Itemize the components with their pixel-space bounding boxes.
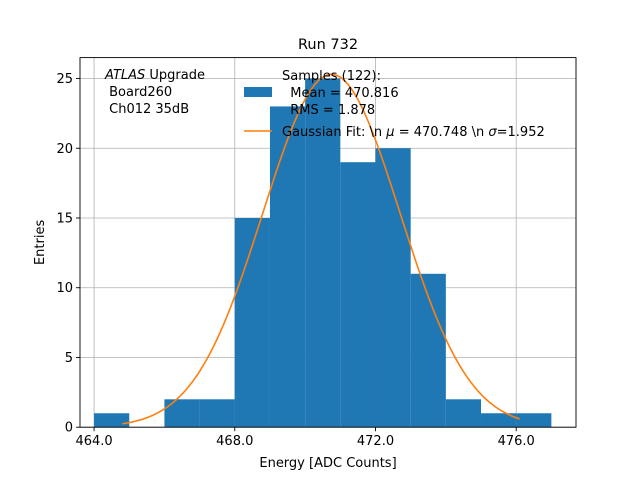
histogram-bar [234,217,270,428]
board-label: Board260 [105,85,172,100]
histogram-bar [305,78,341,428]
y-axis-label: Entries [33,220,48,266]
y-tick-label: 15 [56,211,73,226]
x-tick-label: 476.0 [498,434,535,449]
x-tick-label: 472.0 [357,434,394,449]
histogram-bars [94,78,552,428]
y-axis-ticks: 0 5 10 15 20 25 [56,72,80,436]
legend-fit-label: Gaussian Fit: \n μ = 470.748 \n σ=1.952 [282,125,545,140]
histogram-bar [375,148,411,428]
histogram-bar [410,273,446,428]
legend-fit-suffix: =1.952 [497,125,545,140]
histogram-bar [516,413,552,428]
legend-samples-mean: Mean = 470.816 [282,86,399,101]
atlas-annotation: ATLAS Upgrade Board260 Ch012 35dB [104,68,205,117]
y-tick-label: 0 [65,421,73,436]
gaussian-fit-curve [122,73,520,425]
legend-fit-mu: μ [385,125,394,140]
histogram-bar [269,106,306,428]
x-tick-label: 464.0 [75,434,112,449]
legend-fit-prefix: Gaussian Fit: \n [282,125,386,140]
x-axis-ticks: 464.0 468.0 472.0 476.0 [75,427,535,449]
chart-title: Run 732 [298,37,358,53]
legend-samples-rms: RMS = 1.878 [282,103,375,118]
histogram-bar [340,162,376,428]
atlas-italic: ATLAS [104,68,145,83]
legend-fit-mid: = 470.748 \n [395,125,489,140]
channel-label: Ch012 35dB [105,102,189,117]
atlas-upgrade: Upgrade [145,68,205,83]
x-axis-label: Energy [ADC Counts] [259,456,396,471]
histogram-bar [445,399,482,428]
y-tick-label: 25 [56,72,73,87]
atlas-label: ATLAS Upgrade [104,68,205,83]
legend-fit-sigma: σ [488,125,497,140]
plot-frame [79,57,577,428]
legend-samples-title: Samples (122): [282,69,381,84]
y-tick-label: 20 [56,142,73,157]
y-tick-label: 10 [56,281,73,296]
y-tick-label: 5 [65,351,73,366]
legend: Samples (122): Mean = 470.816 RMS = 1.87… [244,69,545,140]
legend-histogram-patch [244,87,272,97]
histogram-bar [481,413,517,428]
histogram-bar [199,399,235,428]
histogram-bar [94,413,130,428]
x-tick-label: 468.0 [216,434,253,449]
histogram-bar [164,399,200,428]
